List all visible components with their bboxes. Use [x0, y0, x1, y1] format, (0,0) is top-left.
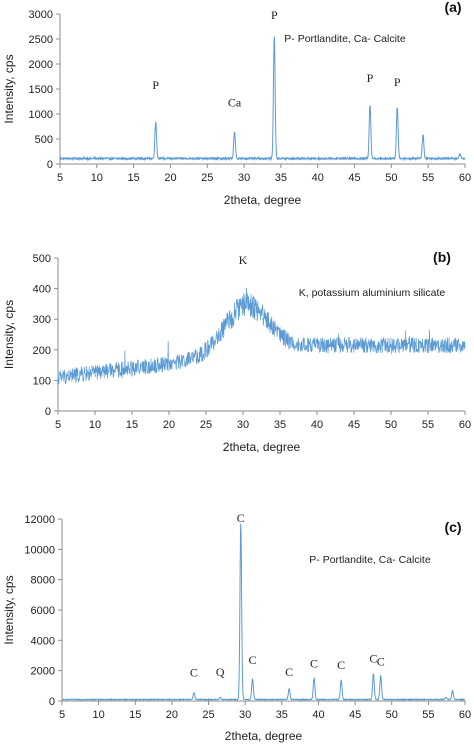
x-tick-label: 5 [57, 172, 63, 184]
y-tick-label: 2500 [29, 34, 53, 46]
x-tick-label: 45 [349, 709, 361, 721]
x-tick-label: 5 [55, 419, 61, 431]
x-tick-label: 35 [276, 709, 288, 721]
y-axis-title: Intensity, cps [2, 575, 16, 644]
peak-label: Ca [228, 96, 242, 110]
peak-label: P [394, 75, 401, 89]
x-tick-label: 40 [311, 419, 323, 431]
y-tick-label: 2000 [29, 59, 53, 71]
x-tick-label: 20 [163, 419, 175, 431]
y-tick-label: 6000 [31, 605, 55, 617]
y-tick-label: 4000 [31, 635, 55, 647]
x-tick-label: 15 [129, 709, 141, 721]
x-tick-label: 60 [459, 709, 471, 721]
peak-label: C [369, 651, 377, 665]
x-tick-label: 30 [239, 709, 251, 721]
peak-label: P [367, 71, 374, 85]
y-tick-label: 0 [45, 406, 51, 418]
x-tick-label: 10 [91, 172, 103, 184]
x-tick-label: 35 [274, 419, 286, 431]
y-tick-label: 300 [33, 314, 51, 326]
y-tick-label: 0 [47, 159, 53, 171]
x-tick-label: 40 [312, 709, 324, 721]
panel-label: (a) [444, 0, 461, 15]
xrd-panel-1: 0 500 1000 1500 2000 2500 3000 5 10 15 20 25 30 35 40 4… [2, 0, 471, 207]
x-tick-label: 50 [386, 709, 398, 721]
x-axis-title: 2theta, degree [224, 193, 302, 207]
x-tick-label: 40 [312, 172, 324, 184]
y-axis-title: Intensity, cps [2, 300, 16, 369]
x-tick-label: 45 [348, 419, 360, 431]
panel-label: (c) [444, 519, 461, 535]
y-tick-label: 400 [33, 284, 51, 296]
peak-label: C [190, 666, 198, 680]
x-tick-label: 55 [422, 172, 434, 184]
x-tick-label: 10 [89, 419, 101, 431]
peak-label: P [152, 78, 159, 92]
peak-label: C [377, 654, 385, 668]
x-axis-title: 2theta, degree [223, 440, 301, 454]
xrd-series-line [59, 36, 466, 162]
y-tick-label: 500 [33, 253, 51, 265]
y-tick-label: 3000 [29, 9, 53, 21]
x-tick-label: 35 [275, 172, 287, 184]
y-tick-label: 10000 [24, 544, 55, 556]
x-tick-label: 5 [59, 709, 65, 721]
x-tick-label: 20 [166, 709, 178, 721]
y-tick-label: 1500 [29, 84, 53, 96]
legend-text: P- Portlandite, Ca- Calcite [284, 33, 406, 45]
y-tick-label: 2000 [31, 666, 55, 678]
x-tick-label: 20 [164, 172, 176, 184]
x-tick-label: 25 [201, 172, 213, 184]
x-axis-title: 2theta, degree [225, 729, 303, 743]
y-axis-title: Intensity, cps [2, 54, 16, 123]
x-tick-label: 60 [459, 419, 471, 431]
peak-label: K [239, 253, 248, 267]
x-tick-label: 10 [93, 709, 105, 721]
x-tick-label: 30 [237, 419, 249, 431]
xrd-panel-3: 0 2000 4000 6000 8000 10000 12000 5 10 15 20 25 30 35… [2, 511, 471, 743]
xrd-panel-2: 0 100 200 300 400 500 5 10 15 20 25 30 35 40 45 50 55 60 2… [2, 249, 471, 454]
xrd-series-line [57, 287, 466, 385]
peak-label: C [285, 665, 293, 679]
x-tick-label: 25 [202, 709, 214, 721]
y-tick-label: 500 [35, 134, 53, 146]
legend-text: P- Portlandite, Ca- Calcite [309, 554, 431, 566]
x-tick-label: 30 [238, 172, 250, 184]
x-tick-label: 60 [459, 172, 471, 184]
y-tick-label: 1000 [29, 109, 53, 121]
x-tick-label: 45 [348, 172, 360, 184]
x-tick-label: 25 [200, 419, 212, 431]
x-tick-label: 55 [422, 709, 434, 721]
y-tick-label: 100 [33, 375, 51, 387]
y-tick-label: 8000 [31, 575, 55, 587]
peak-label: C [310, 657, 318, 671]
peak-label: P [271, 8, 278, 22]
legend-text: K, potassium aluminium silicate [299, 287, 446, 299]
y-tick-label: 0 [49, 696, 55, 708]
x-tick-label: 15 [126, 419, 138, 431]
y-tick-label: 12000 [24, 514, 55, 526]
peak-label: C [237, 511, 245, 525]
peak-label: C [249, 653, 257, 667]
x-tick-label: 50 [385, 419, 397, 431]
x-tick-label: 50 [385, 172, 397, 184]
x-tick-label: 15 [128, 172, 140, 184]
panel-label: (b) [433, 249, 451, 265]
xrd-series-line [61, 523, 466, 702]
peak-label: C [337, 658, 345, 672]
peak-label: Q [216, 665, 225, 679]
x-tick-label: 55 [422, 419, 434, 431]
y-tick-label: 200 [33, 345, 51, 357]
